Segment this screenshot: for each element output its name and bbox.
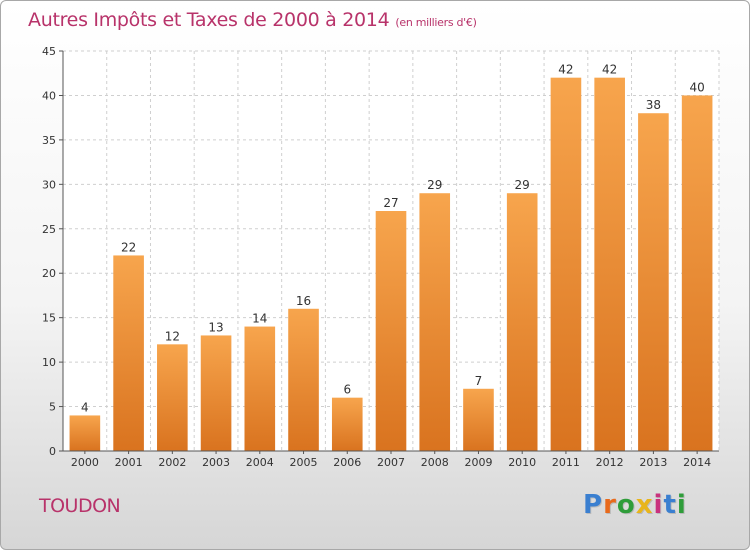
y-tick-label: 20 <box>42 267 56 280</box>
data-label: 12 <box>165 329 180 343</box>
x-tick-label: 2008 <box>421 456 449 469</box>
x-tick-label: 2005 <box>290 456 318 469</box>
bar <box>288 308 319 451</box>
bar <box>550 77 582 452</box>
x-tick-label: 2014 <box>683 456 711 469</box>
data-label: 42 <box>558 63 573 77</box>
data-label: 40 <box>689 80 704 94</box>
x-tick-label: 2009 <box>464 456 492 469</box>
y-tick-label: 5 <box>49 401 56 414</box>
data-label: 38 <box>646 98 661 112</box>
bar <box>638 113 669 451</box>
y-tick-label: 0 <box>49 445 56 458</box>
bar <box>200 335 232 451</box>
x-tick-label: 2001 <box>115 456 143 469</box>
logo-letter: t <box>663 490 677 520</box>
data-label: 16 <box>296 294 311 308</box>
x-tick-label: 2013 <box>639 456 667 469</box>
data-label: 42 <box>602 63 617 77</box>
data-label: 29 <box>515 178 530 192</box>
logo-letter: o <box>616 490 636 520</box>
data-label: 7 <box>475 374 483 388</box>
bar <box>244 326 276 451</box>
title-unit: (en milliers d'€) <box>395 16 477 29</box>
x-tick-label: 2000 <box>71 456 99 469</box>
bar <box>113 255 144 451</box>
x-tick-label: 2010 <box>508 456 536 469</box>
logo-letter: P <box>583 490 604 520</box>
logo-letter: i <box>676 490 687 520</box>
data-label: 27 <box>383 196 398 210</box>
x-tick-label: 2004 <box>246 456 274 469</box>
chart-title: Autres Impôts et Taxes de 2000 à 2014 (en… <box>28 9 477 31</box>
y-tick-label: 30 <box>42 178 56 191</box>
data-label: 14 <box>252 312 267 326</box>
bar <box>506 193 538 451</box>
proxiti-logo: Proxiti <box>583 490 687 520</box>
data-label: 29 <box>427 178 442 192</box>
bar <box>594 77 625 452</box>
x-tick-label: 2012 <box>596 456 624 469</box>
y-tick-label: 45 <box>42 45 56 58</box>
x-tick-label: 2003 <box>202 456 230 469</box>
data-label: 4 <box>81 400 89 414</box>
data-label: 22 <box>121 240 136 254</box>
title-text: Autres Impôts et Taxes de 2000 à 2014 <box>28 9 390 31</box>
y-tick-label: 15 <box>42 312 56 325</box>
bar <box>331 397 363 451</box>
place-name: TOUDON <box>39 495 121 517</box>
x-tick-label: 2002 <box>158 456 186 469</box>
x-tick-label: 2007 <box>377 456 405 469</box>
logo-letter: x <box>635 490 654 520</box>
y-tick-label: 25 <box>42 223 56 236</box>
bar <box>69 415 101 451</box>
y-tick-label: 35 <box>42 134 56 147</box>
bar <box>463 388 494 451</box>
bar <box>681 95 713 451</box>
logo-letter: r <box>603 490 617 520</box>
bar <box>375 211 407 451</box>
y-tick-label: 10 <box>42 356 56 369</box>
data-label: 13 <box>208 320 223 334</box>
data-label: 6 <box>343 383 351 397</box>
bar <box>157 344 188 451</box>
x-tick-label: 2011 <box>552 456 580 469</box>
y-tick-label: 40 <box>42 89 56 102</box>
logo-letter: i <box>653 490 664 520</box>
x-tick-label: 2006 <box>333 456 361 469</box>
bar <box>419 193 451 451</box>
